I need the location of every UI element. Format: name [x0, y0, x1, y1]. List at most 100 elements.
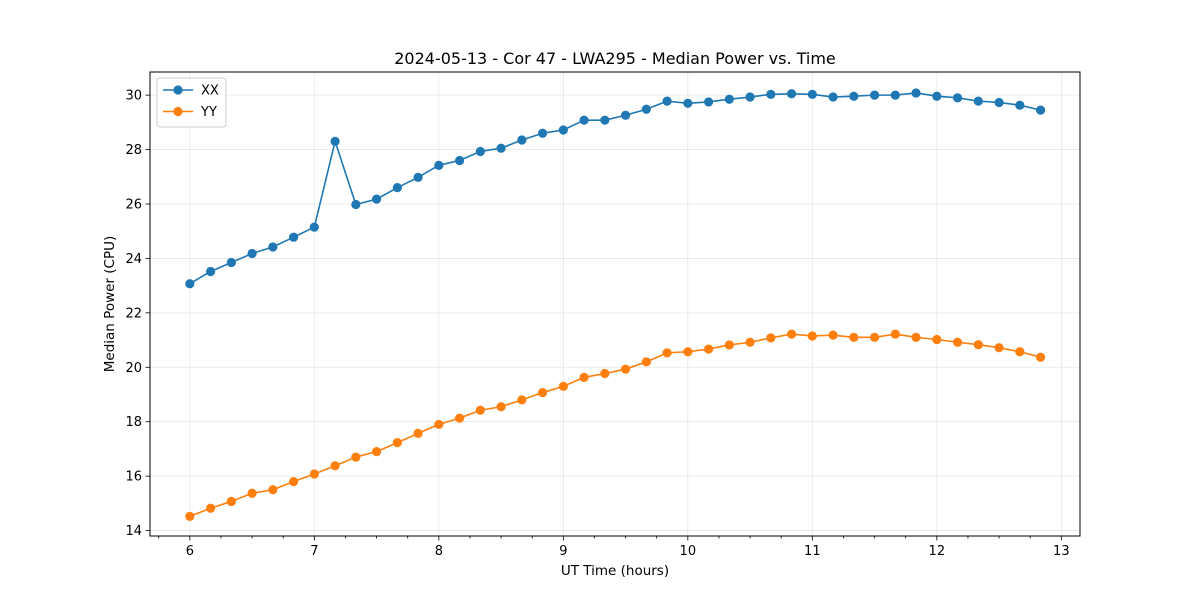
data-point-yy [434, 419, 444, 430]
x-tick-label: 10 [680, 544, 697, 559]
data-point-xx [226, 257, 236, 268]
data-point-xx [952, 93, 963, 103]
data-point-xx [641, 104, 651, 114]
data-point-xx [745, 92, 755, 102]
data-point-xx [869, 90, 880, 100]
data-point-yy [268, 485, 278, 495]
chart-title: 2024-05-13 - Cor 47 - LWA295 - Median Po… [394, 49, 836, 68]
y-tick-label: 26 [125, 197, 142, 212]
data-point-xx [392, 183, 402, 193]
series-yy [185, 329, 1046, 522]
data-point-yy [662, 348, 672, 358]
data-point-xx [828, 92, 838, 102]
data-point-yy [1035, 352, 1046, 362]
data-point-xx [766, 89, 776, 99]
data-point-yy [932, 334, 942, 345]
data-point-yy [288, 476, 299, 487]
x-tick-label: 12 [929, 544, 946, 559]
data-point-xx [1015, 100, 1025, 110]
y-tick-label: 28 [125, 143, 142, 158]
data-point-yy [226, 496, 236, 507]
y-tick-label: 22 [125, 306, 142, 321]
data-point-xx [268, 242, 278, 252]
data-point-yy [1015, 347, 1025, 357]
data-point-yy [973, 340, 983, 350]
data-point-yy [205, 503, 216, 513]
data-point-yy [558, 381, 568, 391]
data-point-xx [185, 279, 195, 289]
data-point-yy [849, 332, 859, 342]
data-point-xx [413, 172, 423, 182]
data-point-xx [351, 199, 361, 210]
legend: XX YY [156, 77, 227, 128]
data-point-yy [475, 405, 485, 415]
data-point-yy [911, 332, 921, 342]
x-tick-label: 7 [310, 544, 318, 559]
data-point-yy [828, 330, 838, 340]
data-point-xx [496, 143, 506, 153]
data-point-yy [351, 452, 361, 462]
y-tick-label: 18 [125, 415, 142, 430]
data-point-xx [600, 115, 610, 125]
data-point-yy [890, 329, 900, 339]
data-point-yy [807, 331, 817, 341]
data-point-xx [558, 125, 568, 135]
y-tick-label: 16 [125, 470, 142, 485]
x-tick-label: 6 [186, 544, 194, 559]
data-point-yy [641, 357, 651, 367]
series-layer [185, 88, 1046, 522]
data-point-yy [994, 343, 1004, 353]
data-point-xx [288, 232, 299, 242]
data-point-xx [973, 96, 983, 106]
data-point-xx [849, 91, 859, 101]
data-point-xx [454, 155, 465, 166]
data-point-xx [205, 266, 216, 277]
data-point-yy [703, 344, 714, 354]
data-point-yy [330, 461, 340, 471]
data-point-xx [724, 94, 734, 104]
ticks: 6 7 8 9 10 11 12 13 14 16 18 20 22 24 26 28 30 [125, 89, 1069, 559]
legend-marker-yy [173, 106, 183, 117]
data-point-xx [579, 115, 589, 125]
y-tick-label: 30 [125, 89, 142, 104]
x-tick-label: 8 [435, 544, 443, 559]
data-point-xx [994, 97, 1004, 108]
data-point-yy [600, 368, 610, 379]
legend-label-yy: YY [200, 105, 217, 120]
legend-marker-xx [173, 85, 183, 95]
data-point-xx [247, 248, 257, 259]
data-point-xx [537, 128, 548, 138]
data-point-yy [185, 511, 195, 522]
plot-area-frame [149, 71, 1081, 537]
data-point-xx [309, 222, 319, 232]
x-tick-label: 11 [804, 544, 821, 559]
data-point-yy [413, 428, 423, 439]
data-point-yy [537, 387, 548, 398]
data-point-yy [247, 488, 257, 498]
data-point-xx [434, 160, 444, 170]
y-tick-label: 24 [125, 252, 142, 267]
y-tick-label: 14 [125, 524, 142, 539]
x-tick-label: 9 [559, 544, 567, 559]
data-point-xx [683, 98, 693, 108]
data-point-yy [766, 333, 776, 343]
data-point-xx [890, 90, 900, 100]
data-point-yy [392, 438, 402, 448]
series-xx [185, 88, 1046, 289]
data-point-yy [579, 372, 589, 382]
x-axis-label: UT Time (hours) [561, 563, 669, 579]
data-point-xx [475, 146, 485, 157]
data-point-yy [496, 402, 506, 412]
data-point-xx [662, 96, 672, 106]
y-tick-label: 20 [125, 361, 142, 376]
data-point-yy [724, 340, 734, 350]
data-point-xx [330, 136, 340, 146]
data-point-xx [703, 97, 714, 107]
data-point-xx [786, 89, 797, 99]
data-point-xx [371, 194, 382, 204]
data-point-yy [745, 337, 755, 347]
y-axis-label: Median Power (CPU) [102, 236, 118, 372]
data-point-xx [932, 91, 942, 101]
data-point-xx [517, 135, 527, 145]
data-point-yy [786, 329, 797, 339]
